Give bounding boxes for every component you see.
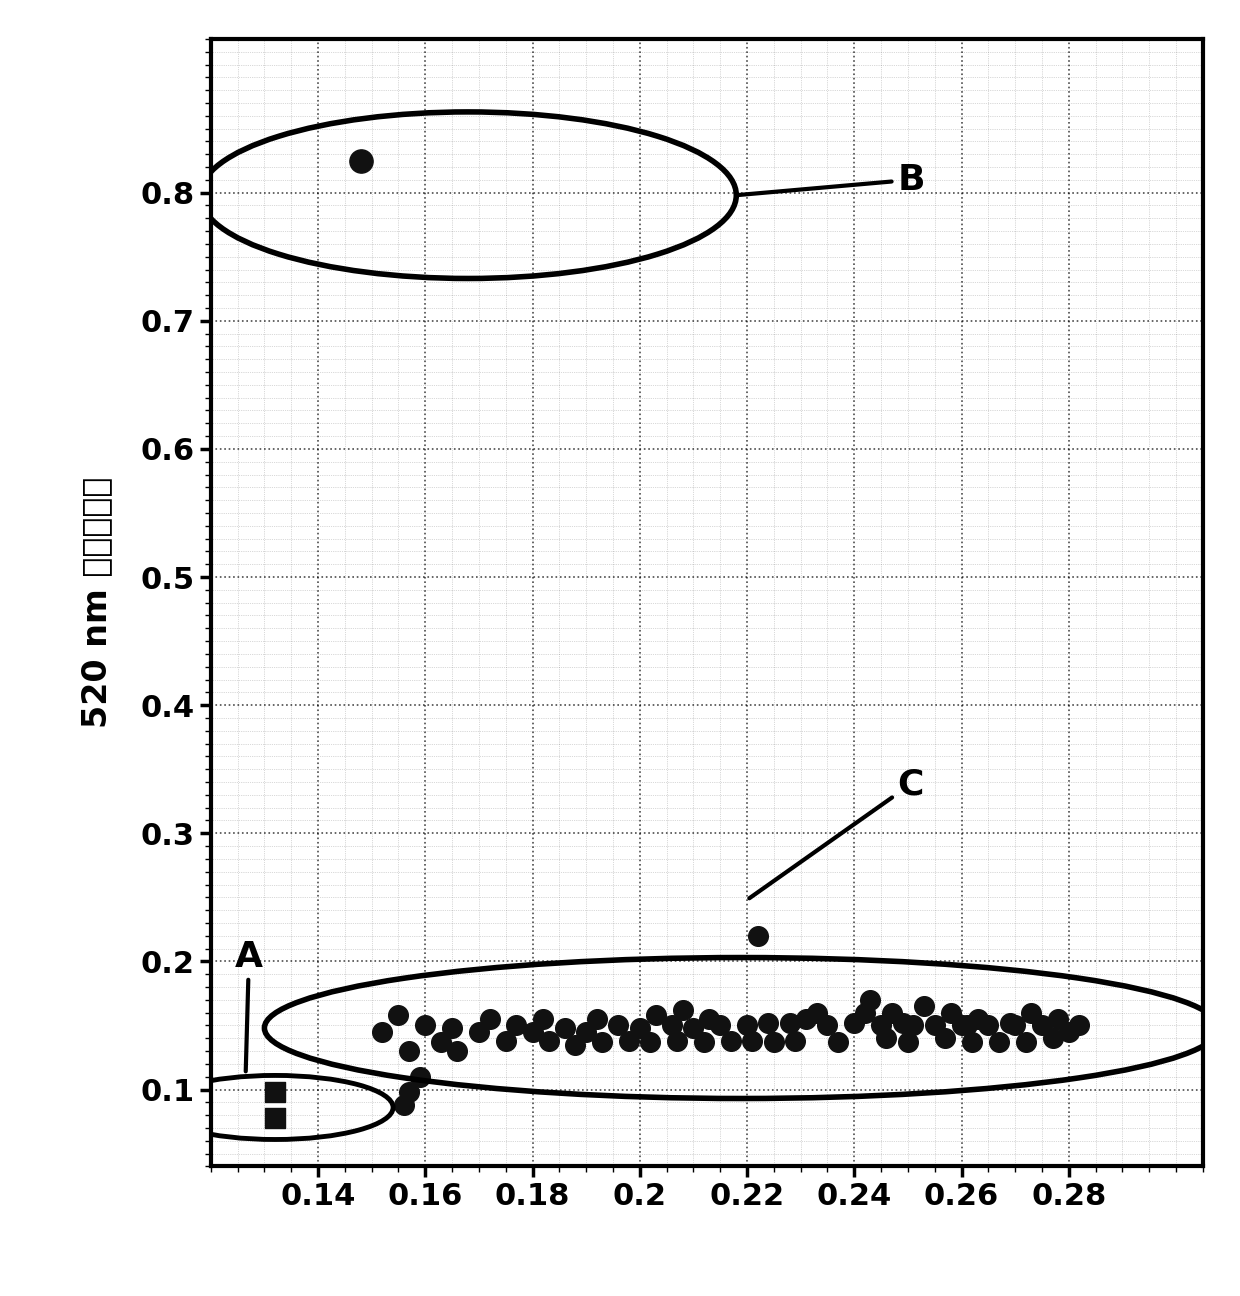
Point [565, 1034, 585, 1055]
Point [951, 1015, 971, 1036]
Point [399, 1082, 419, 1103]
Point [796, 1008, 816, 1029]
Point [265, 1107, 285, 1128]
Point [828, 1032, 848, 1052]
Point [538, 1030, 558, 1051]
Point [630, 1017, 650, 1038]
Point [388, 1004, 408, 1025]
Point [817, 1015, 837, 1036]
Point [999, 1012, 1019, 1033]
Point [925, 1015, 945, 1036]
Point [533, 1008, 553, 1029]
Point [711, 1015, 730, 1036]
Point [506, 1015, 526, 1036]
Text: C: C [749, 767, 924, 898]
Point [882, 1002, 901, 1023]
Point [990, 1032, 1009, 1052]
Point [807, 1002, 827, 1023]
Point [410, 1067, 430, 1087]
Point [743, 1030, 763, 1051]
Point [372, 1021, 392, 1042]
Point [593, 1032, 613, 1052]
Point [957, 1015, 977, 1036]
Point [699, 1008, 719, 1029]
Point [914, 995, 934, 1016]
Point [1043, 1028, 1063, 1048]
Text: B: B [739, 163, 925, 197]
Point [1016, 1032, 1035, 1052]
Point [856, 1002, 875, 1023]
Point [967, 1008, 987, 1029]
Point [1022, 1002, 1042, 1023]
Point [941, 1002, 961, 1023]
Point [1070, 1015, 1090, 1036]
Point [861, 989, 880, 1010]
Point [903, 1015, 923, 1036]
Point [522, 1021, 542, 1042]
Point [764, 1032, 784, 1052]
Y-axis label: 520 nm 处荧光强度: 520 nm 处荧光强度 [79, 477, 113, 728]
Point [415, 1015, 435, 1036]
Point [351, 150, 371, 171]
Point [265, 1082, 285, 1103]
Point [737, 1015, 756, 1036]
Point [720, 1030, 740, 1051]
Point [399, 1041, 419, 1061]
Point [673, 999, 693, 1020]
Point [619, 1030, 639, 1051]
Point [748, 925, 768, 946]
Text: A: A [234, 940, 263, 1072]
Point [893, 1012, 913, 1033]
Point [646, 1004, 666, 1025]
Point [898, 1032, 918, 1052]
Point [1006, 1015, 1025, 1036]
Point [609, 1015, 629, 1036]
Point [759, 1012, 779, 1033]
Point [587, 1008, 606, 1029]
Point [872, 1015, 892, 1036]
Point [1032, 1015, 1052, 1036]
Point [577, 1021, 596, 1042]
Point [935, 1028, 955, 1048]
Point [962, 1032, 982, 1052]
Point [432, 1032, 451, 1052]
Point [683, 1017, 703, 1038]
Point [469, 1021, 489, 1042]
Point [394, 1095, 414, 1116]
Point [496, 1030, 516, 1051]
Point [641, 1032, 661, 1052]
Point [443, 1017, 463, 1038]
Point [1048, 1008, 1068, 1029]
Point [978, 1015, 998, 1036]
Point [662, 1015, 682, 1036]
Point [785, 1030, 805, 1051]
Point [554, 1017, 574, 1038]
Point [1059, 1021, 1079, 1042]
Point [780, 1012, 800, 1033]
Point [667, 1030, 687, 1051]
Point [480, 1008, 500, 1029]
Point [694, 1032, 714, 1052]
Point [844, 1012, 864, 1033]
Point [448, 1041, 467, 1061]
Point [877, 1028, 897, 1048]
